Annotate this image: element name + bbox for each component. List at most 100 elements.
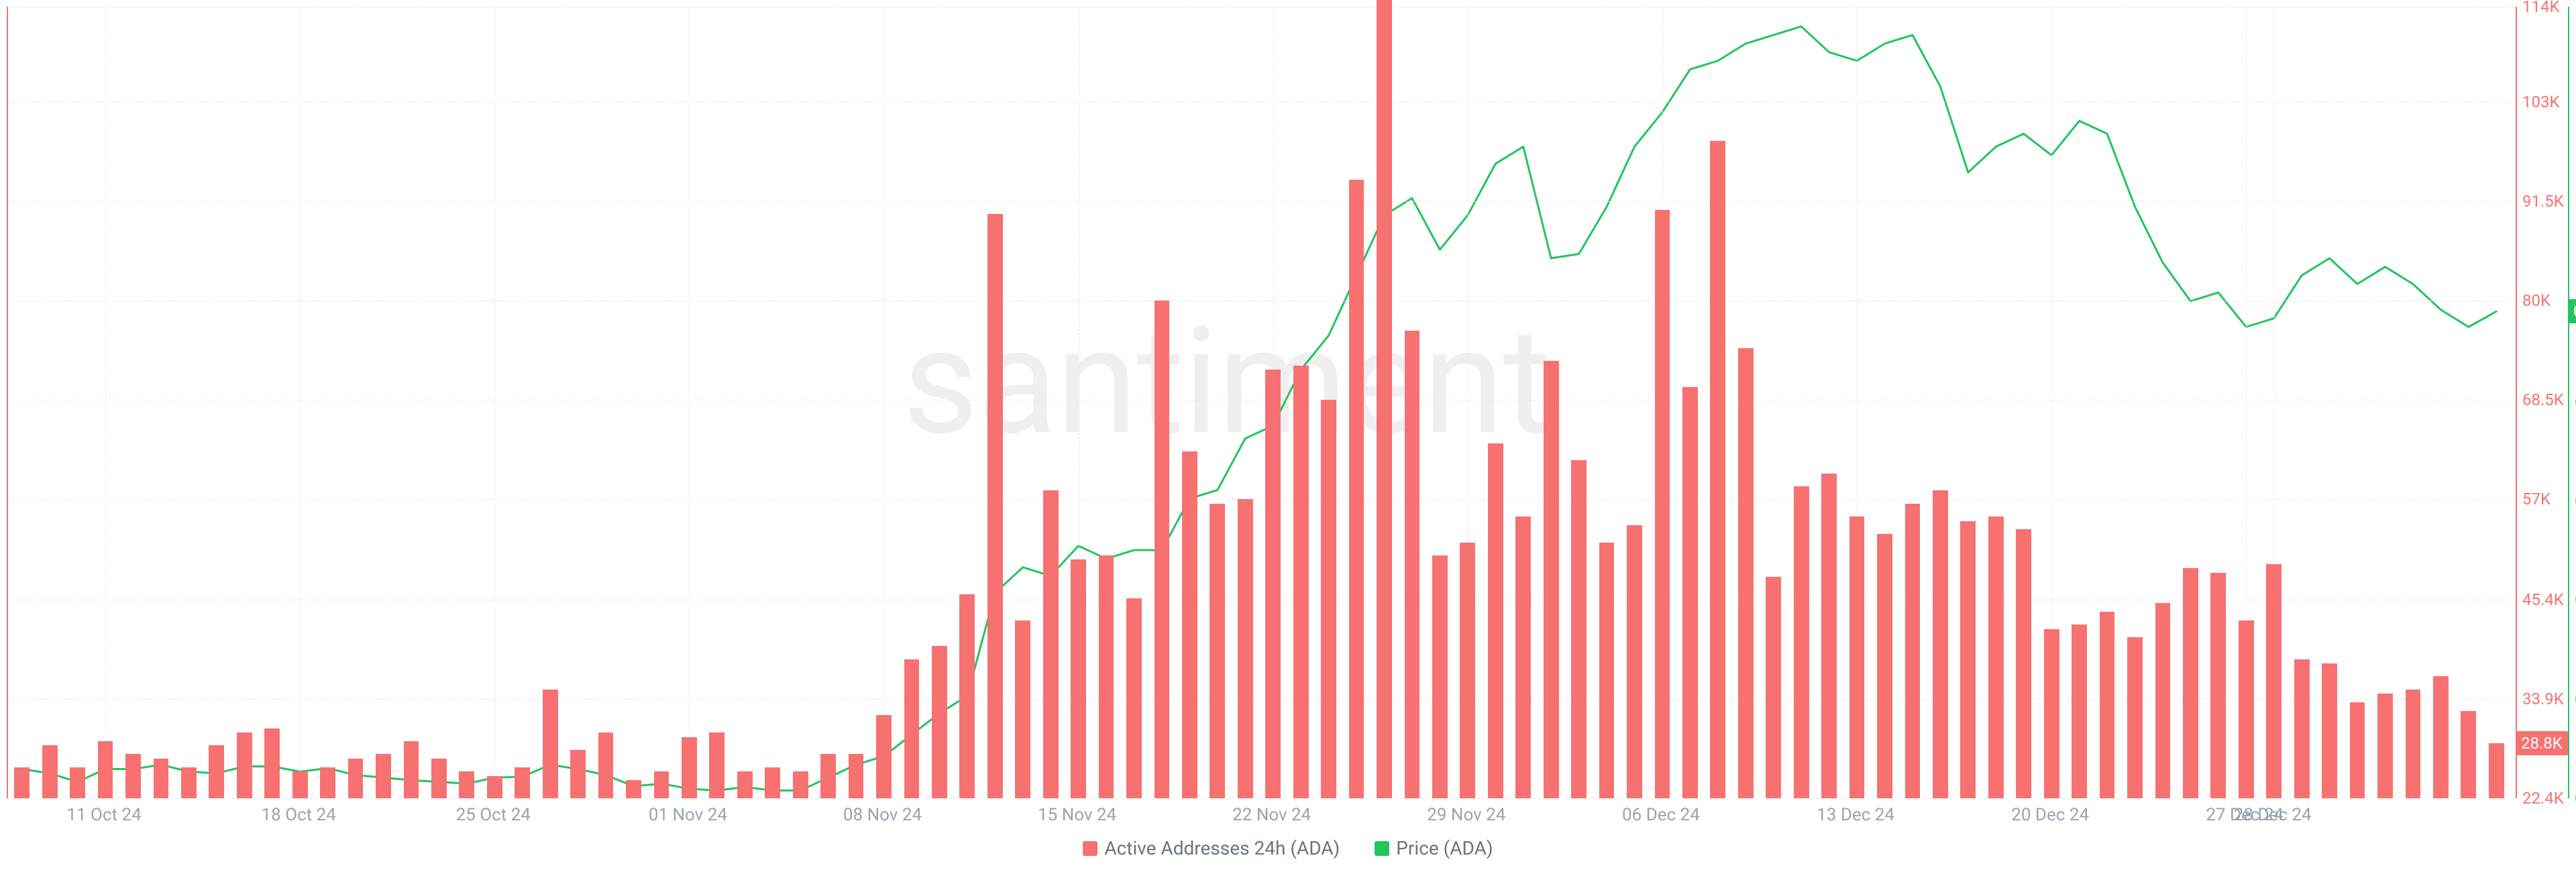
y-tick-bar: 91.5K	[2522, 192, 2564, 211]
bar	[793, 771, 808, 798]
bar	[1905, 504, 1921, 798]
legend-swatch-price	[1375, 841, 1389, 856]
bar	[2322, 663, 2337, 798]
legend-label-bars: Active Addresses 24h (ADA)	[1104, 837, 1340, 859]
y-tick-bar: 103K	[2522, 93, 2560, 111]
bar	[1849, 516, 1865, 798]
bar	[2433, 676, 2449, 798]
bar	[570, 750, 586, 798]
x-tick: 29 Nov 24	[1427, 805, 1505, 825]
bar	[2127, 637, 2143, 798]
y-axis-bars: 22.4K33.9K45.4K57K68.5K80K91.5K103K114K	[2516, 7, 2563, 798]
bar	[1571, 460, 1587, 798]
bar	[1015, 620, 1030, 798]
bar	[904, 659, 920, 798]
y-tick-bar: 114K	[2522, 0, 2560, 16]
bar	[1377, 0, 1392, 798]
bar	[2072, 624, 2087, 798]
x-axis: 11 Oct 24 18 Oct 24 25 Oct 24 01 Nov 24 08 N…	[7, 805, 2509, 825]
bar	[1877, 534, 1892, 798]
legend-item-bars: Active Addresses 24h (ADA)	[1083, 837, 1340, 859]
y-tick-bar: 45.4K	[2522, 590, 2564, 609]
bar	[431, 759, 447, 798]
legend-item-price: Price (ADA)	[1375, 837, 1493, 859]
bar	[820, 754, 836, 798]
bar	[987, 214, 1003, 798]
x-tick: 13 Dec 24	[1817, 805, 1894, 825]
bar	[2044, 629, 2059, 798]
y-tick-bar: 22.4K	[2522, 789, 2564, 808]
bar	[70, 767, 85, 798]
bar	[264, 728, 280, 798]
bar	[1960, 521, 1976, 799]
bar	[487, 776, 502, 798]
bar	[543, 690, 558, 798]
legend: Active Addresses 24h (ADA) Price (ADA)	[0, 837, 2576, 859]
x-tick: 25 Oct 24	[456, 805, 531, 825]
bar	[459, 771, 474, 798]
x-tick: 08 Nov 24	[843, 805, 922, 825]
bar	[1488, 443, 1503, 798]
legend-label-price: Price (ADA)	[1396, 837, 1493, 859]
bar	[1349, 180, 1364, 798]
bar	[682, 737, 697, 798]
bar	[1265, 370, 1281, 798]
bar	[1238, 499, 1253, 798]
bar	[376, 754, 391, 798]
y-tick-bar: 33.9K	[2522, 690, 2564, 708]
legend-swatch-bars	[1083, 841, 1097, 856]
x-tick: 28 Dec 24	[2234, 805, 2312, 825]
bar	[42, 745, 58, 798]
bar	[2377, 694, 2393, 798]
bar	[2210, 573, 2226, 798]
bar	[1071, 559, 1086, 798]
bar	[1043, 490, 1059, 798]
bar	[1321, 400, 1336, 798]
bar	[154, 759, 169, 798]
bar	[2183, 568, 2198, 798]
bar	[1710, 141, 1725, 798]
bar	[1460, 543, 1475, 798]
x-tick: 11 Oct 24	[66, 805, 141, 825]
bar	[1627, 525, 1642, 798]
bar	[1126, 598, 1142, 798]
bar	[1794, 486, 1809, 798]
y-axis-price: 0.3210.4360.5520.6670.7820.8981.0131.128…	[2568, 7, 2576, 798]
bar	[1599, 543, 1615, 798]
bar	[1155, 301, 1170, 798]
bar	[1766, 577, 1781, 798]
x-tick: 18 Oct 24	[261, 805, 335, 825]
x-tick: 06 Dec 24	[1622, 805, 1700, 825]
bar	[2350, 702, 2365, 798]
bar	[1655, 210, 1670, 798]
bar	[598, 732, 614, 798]
bar	[2016, 529, 2031, 798]
bar	[1544, 361, 1559, 798]
chart-container: santiment	[7, 7, 2509, 798]
bar	[181, 767, 197, 798]
current-bar-value-badge: 28.8K	[2516, 731, 2568, 755]
bar	[2461, 711, 2476, 798]
bar	[765, 767, 780, 798]
bar	[1988, 516, 2004, 798]
bar	[292, 771, 308, 798]
bar	[2489, 743, 2504, 798]
bar	[515, 767, 530, 798]
x-tick: 01 Nov 24	[649, 805, 727, 825]
bar	[849, 754, 864, 798]
bar	[1099, 555, 1114, 798]
bar	[1738, 348, 1754, 798]
bar	[209, 745, 224, 798]
bar	[2155, 603, 2171, 798]
bar	[1182, 451, 1197, 798]
bar	[1515, 516, 1531, 798]
bar	[737, 771, 753, 798]
bar	[2266, 564, 2282, 798]
bar	[404, 741, 419, 798]
bar	[348, 759, 364, 798]
bar	[2100, 612, 2115, 798]
plot-area: santiment	[7, 7, 2509, 798]
bar	[1682, 387, 1698, 798]
bar	[320, 767, 335, 798]
y-tick-bar: 68.5K	[2522, 390, 2564, 409]
